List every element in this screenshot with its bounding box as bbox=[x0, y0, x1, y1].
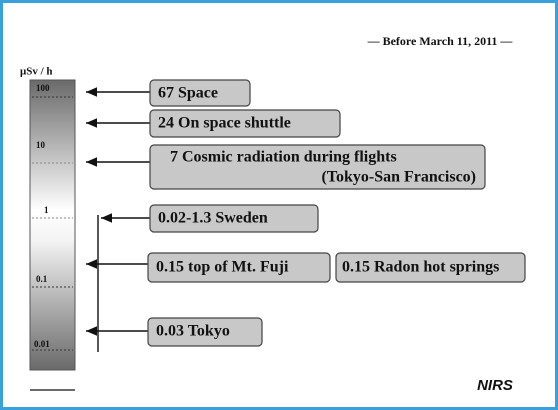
arrows bbox=[86, 87, 150, 336]
tick-label: 0.01 bbox=[34, 339, 50, 349]
label-box bbox=[147, 252, 331, 283]
item-label: 67 Space bbox=[158, 85, 218, 102]
scale-bar bbox=[29, 79, 76, 371]
label-box bbox=[149, 79, 251, 107]
tick-label: 100 bbox=[36, 83, 50, 93]
note: — Before March 11, 2011 — bbox=[367, 34, 514, 48]
item-label: 0.15 Radon hot springs bbox=[342, 259, 499, 276]
item-sublabel: (Tokyo-San Francisco) bbox=[321, 169, 476, 186]
label-box bbox=[149, 109, 341, 138]
tick-label: 1 bbox=[44, 205, 49, 215]
scale-ticks: 100 10 1 0.1 0.01 bbox=[32, 83, 73, 351]
label-box bbox=[149, 144, 486, 190]
tick-label: 10 bbox=[36, 140, 46, 150]
label-box bbox=[335, 252, 526, 283]
label-box bbox=[149, 204, 319, 233]
unit: μSv / h bbox=[20, 66, 53, 78]
item-label: 0.03 Tokyo bbox=[156, 323, 230, 340]
logo: NIRS bbox=[477, 377, 513, 394]
item-label: 24 On space shuttle bbox=[158, 115, 291, 132]
item-label: 0.02-1.3 Sweden bbox=[158, 210, 268, 227]
tick-label: 0.1 bbox=[36, 274, 48, 284]
item-label: 0.15 top of Mt. Fuji bbox=[156, 259, 289, 276]
item-label: 7 Cosmic radiation during flights bbox=[170, 149, 397, 166]
label-box bbox=[147, 317, 263, 347]
